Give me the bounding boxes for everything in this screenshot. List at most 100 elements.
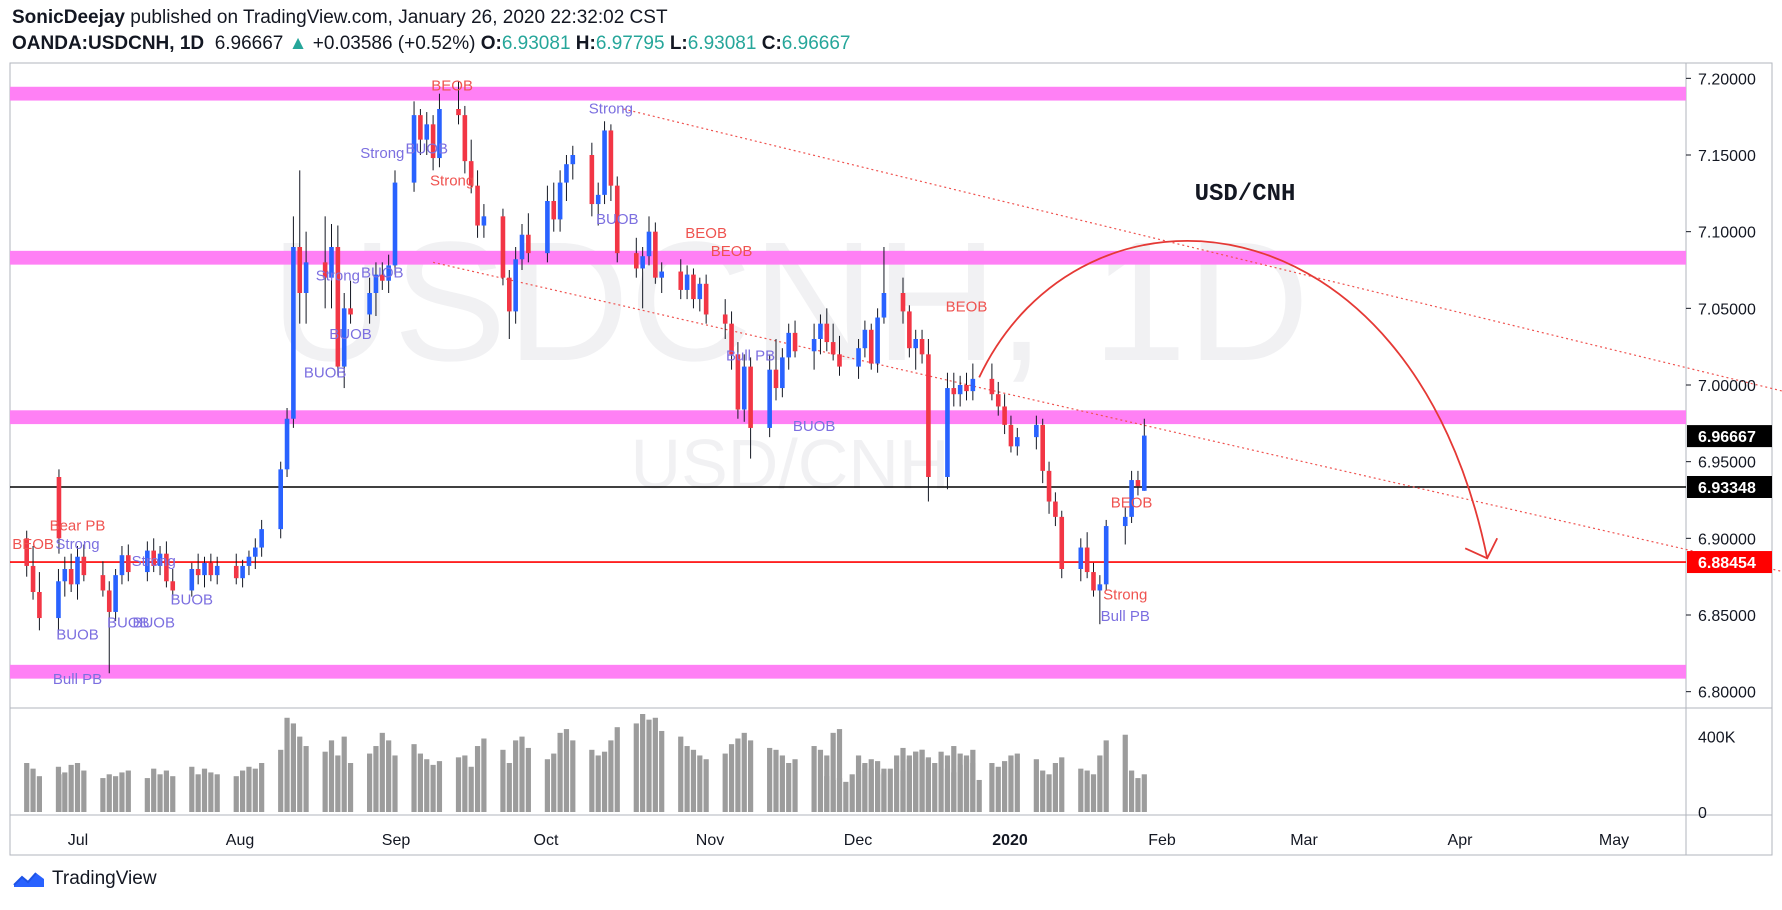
volume-bar bbox=[633, 723, 639, 812]
last-price: 6.96667 bbox=[214, 33, 284, 54]
candle bbox=[1142, 418, 1147, 491]
annotation-label: Strong bbox=[589, 101, 633, 118]
candle-body bbox=[741, 366, 747, 410]
candle-body bbox=[202, 562, 207, 576]
candle-body bbox=[856, 348, 861, 367]
volume-bar bbox=[913, 751, 919, 812]
volume-bar bbox=[36, 776, 42, 812]
volume-bar bbox=[322, 751, 328, 812]
volume-bar bbox=[379, 732, 385, 812]
candle-body bbox=[1091, 572, 1096, 591]
price-chart[interactable]: USDCNH, 1DUSD/CNH7.200007.150007.100007.… bbox=[0, 62, 1782, 858]
candle-body bbox=[551, 201, 557, 220]
candle bbox=[284, 408, 290, 477]
candle bbox=[240, 559, 245, 588]
candle bbox=[233, 553, 239, 585]
volume-bar bbox=[455, 757, 462, 812]
candle bbox=[24, 530, 29, 577]
author-name[interactable]: SonicDeejay bbox=[12, 7, 125, 28]
brand-label: TradingView bbox=[52, 868, 157, 889]
candle bbox=[913, 329, 918, 370]
candle bbox=[1122, 507, 1128, 545]
candle bbox=[380, 262, 385, 290]
x-tick-label: Feb bbox=[1148, 832, 1176, 849]
volume-bar bbox=[1135, 778, 1141, 812]
candle-body bbox=[786, 332, 791, 358]
volume-bar bbox=[862, 764, 868, 812]
candle-body bbox=[646, 231, 652, 257]
candle-body bbox=[703, 283, 709, 315]
candle bbox=[100, 561, 106, 597]
candle-body bbox=[481, 216, 487, 226]
volume-bar bbox=[830, 779, 836, 812]
candle bbox=[75, 546, 80, 600]
volume-bar bbox=[1141, 774, 1147, 812]
volume-bar bbox=[284, 717, 290, 812]
price-label-box bbox=[1687, 475, 1772, 498]
volume-bar bbox=[887, 768, 893, 812]
candle bbox=[418, 109, 423, 155]
annotation-label: BUOB bbox=[132, 614, 175, 631]
volume-bar bbox=[659, 730, 665, 812]
volume-bar bbox=[1097, 755, 1103, 812]
candle-body bbox=[1135, 480, 1141, 487]
candle-body bbox=[462, 115, 468, 162]
candle bbox=[640, 247, 645, 309]
candle-body bbox=[151, 550, 156, 566]
volume-bar bbox=[481, 738, 487, 812]
candle-body bbox=[164, 553, 169, 582]
volume-bar bbox=[1103, 740, 1109, 812]
close-label: C: bbox=[761, 33, 782, 54]
tradingview-brand[interactable]: TradingView bbox=[12, 868, 157, 890]
y-tick-label: 6.85000 bbox=[1698, 608, 1756, 625]
volume-bar bbox=[290, 723, 296, 812]
symbol-label[interactable]: OANDA:USDCNH, 1D bbox=[12, 33, 205, 54]
candle-body bbox=[246, 556, 252, 566]
candle bbox=[259, 519, 264, 557]
annotation-label: BEOB bbox=[685, 225, 727, 242]
volume-bar bbox=[741, 732, 747, 812]
candle-body bbox=[259, 529, 264, 548]
candle-body bbox=[208, 562, 214, 576]
volume-bar bbox=[551, 753, 557, 812]
channel-upper-line bbox=[623, 108, 1782, 392]
volume-bar bbox=[100, 778, 106, 812]
candle bbox=[729, 311, 734, 370]
annotation-label: BUOB bbox=[304, 364, 347, 381]
candle bbox=[646, 216, 652, 266]
volume-tick-label: 400K bbox=[1698, 730, 1736, 747]
volume-bar bbox=[74, 763, 81, 812]
candle-body bbox=[373, 274, 379, 293]
candle bbox=[151, 538, 156, 573]
annotation-label: Strong bbox=[1103, 587, 1147, 604]
candle bbox=[602, 121, 607, 205]
y-tick-label: 7.00000 bbox=[1698, 378, 1756, 395]
candle bbox=[741, 354, 747, 422]
volume-bar bbox=[144, 778, 150, 812]
candle bbox=[1040, 418, 1045, 484]
volume-bar bbox=[170, 776, 176, 812]
candle-body bbox=[329, 247, 334, 278]
candle bbox=[1078, 538, 1084, 582]
candle-body bbox=[341, 308, 347, 367]
change-value: +0.03586 (+0.52%) bbox=[312, 33, 476, 54]
candle-body bbox=[589, 155, 595, 205]
volume-bar bbox=[386, 740, 392, 812]
candle bbox=[691, 268, 696, 309]
volume-bar bbox=[474, 746, 481, 812]
projection-arrow-icon bbox=[1464, 537, 1499, 560]
candle bbox=[202, 556, 207, 588]
volume-bar bbox=[513, 740, 519, 812]
candle bbox=[367, 277, 372, 324]
volume-bar bbox=[595, 755, 601, 812]
low-value: 6.93081 bbox=[687, 33, 757, 54]
candle bbox=[164, 541, 169, 588]
candle-body bbox=[500, 216, 506, 278]
volume-bar bbox=[855, 770, 862, 812]
volume-bar bbox=[1052, 763, 1058, 812]
candle bbox=[995, 381, 1001, 416]
volume-bar bbox=[786, 763, 792, 812]
candle-body bbox=[430, 124, 436, 159]
candle bbox=[126, 544, 131, 582]
volume-bar bbox=[1046, 774, 1052, 812]
